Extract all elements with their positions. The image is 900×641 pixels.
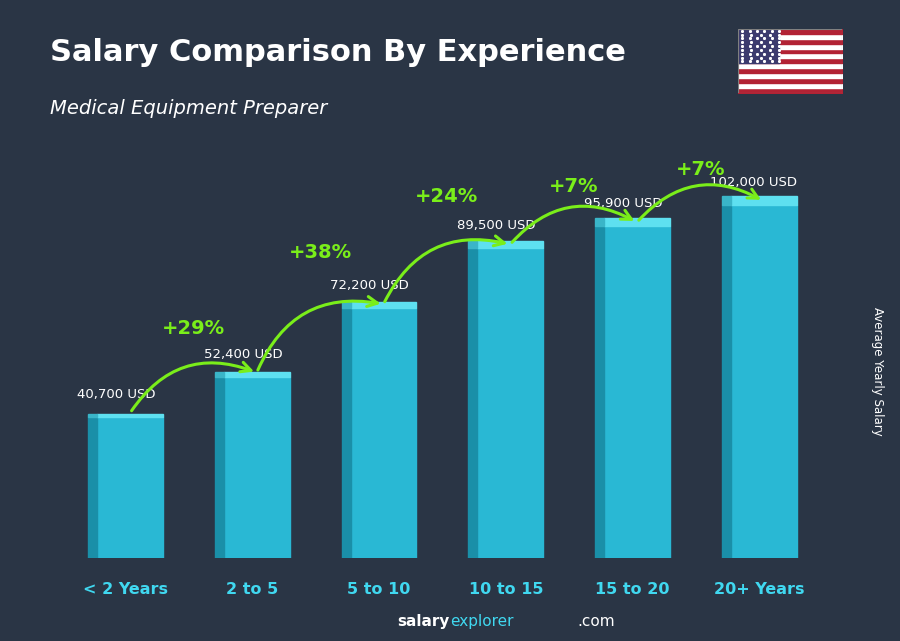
Text: +38%: +38% xyxy=(289,243,352,262)
Bar xyxy=(350,308,417,558)
Bar xyxy=(468,248,477,558)
Bar xyxy=(215,376,224,558)
Bar xyxy=(88,417,97,558)
Bar xyxy=(604,226,670,558)
Text: < 2 Years: < 2 Years xyxy=(83,581,168,597)
Bar xyxy=(477,248,543,558)
Text: 2 to 5: 2 to 5 xyxy=(226,581,278,597)
Text: 72,200 USD: 72,200 USD xyxy=(330,279,409,292)
Text: 89,500 USD: 89,500 USD xyxy=(457,219,536,233)
Bar xyxy=(215,372,224,376)
Text: Salary Comparison By Experience: Salary Comparison By Experience xyxy=(50,38,625,67)
Bar xyxy=(224,376,290,558)
Bar xyxy=(350,302,417,308)
Text: 5 to 10: 5 to 10 xyxy=(347,581,410,597)
Bar xyxy=(342,308,350,558)
Text: +7%: +7% xyxy=(549,177,598,196)
Bar xyxy=(97,417,163,558)
Bar xyxy=(731,205,796,558)
Bar xyxy=(88,413,97,417)
Text: +7%: +7% xyxy=(676,160,725,179)
Text: 102,000 USD: 102,000 USD xyxy=(710,176,797,189)
Text: salary: salary xyxy=(398,615,450,629)
Text: 20+ Years: 20+ Years xyxy=(714,581,805,597)
Text: Average Yearly Salary: Average Yearly Salary xyxy=(871,308,884,436)
Bar xyxy=(97,413,163,417)
Bar xyxy=(342,302,350,308)
Text: 52,400 USD: 52,400 USD xyxy=(203,347,283,361)
Bar xyxy=(224,372,290,376)
Bar xyxy=(604,218,670,226)
Bar xyxy=(477,240,543,248)
Bar xyxy=(468,240,477,248)
Text: 40,700 USD: 40,700 USD xyxy=(76,388,156,401)
Bar xyxy=(731,196,796,205)
Bar xyxy=(595,218,604,226)
Text: +24%: +24% xyxy=(415,187,479,206)
Text: 95,900 USD: 95,900 USD xyxy=(584,197,662,210)
Text: explorer: explorer xyxy=(450,615,514,629)
Text: .com: .com xyxy=(578,615,616,629)
Bar xyxy=(595,226,604,558)
Text: Medical Equipment Preparer: Medical Equipment Preparer xyxy=(50,99,327,119)
Bar xyxy=(722,196,731,205)
Text: +29%: +29% xyxy=(162,319,225,338)
Bar xyxy=(722,205,731,558)
Text: 10 to 15: 10 to 15 xyxy=(469,581,543,597)
Text: 15 to 20: 15 to 20 xyxy=(595,581,670,597)
